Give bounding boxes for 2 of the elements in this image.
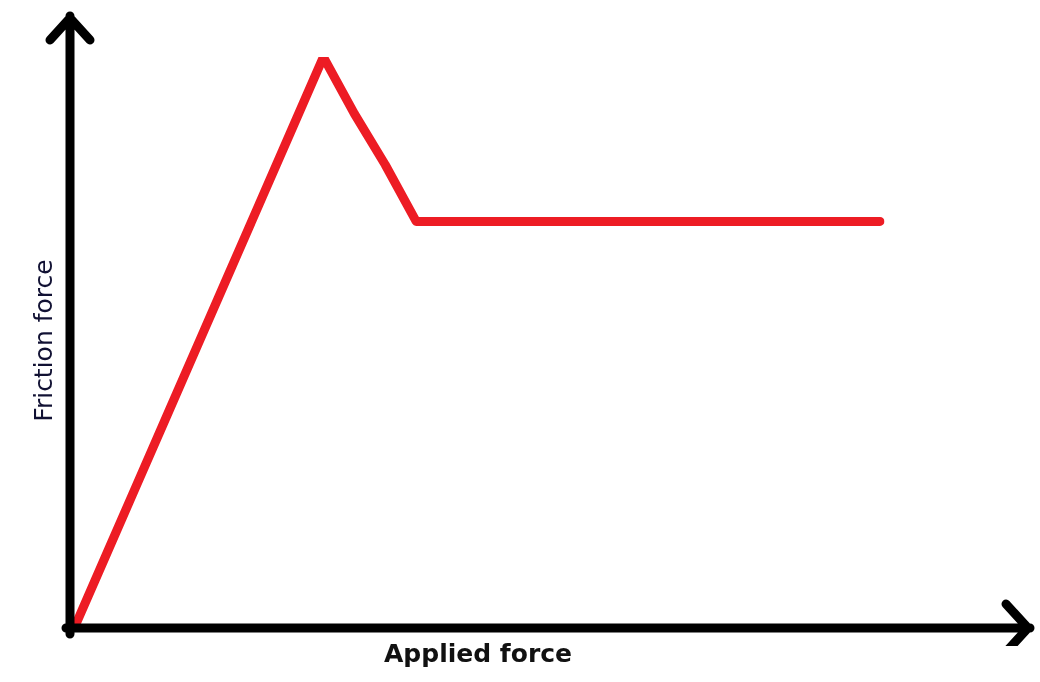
y-axis-title: Friction force (28, 259, 58, 422)
x-axis-title: Applied force (384, 638, 572, 668)
